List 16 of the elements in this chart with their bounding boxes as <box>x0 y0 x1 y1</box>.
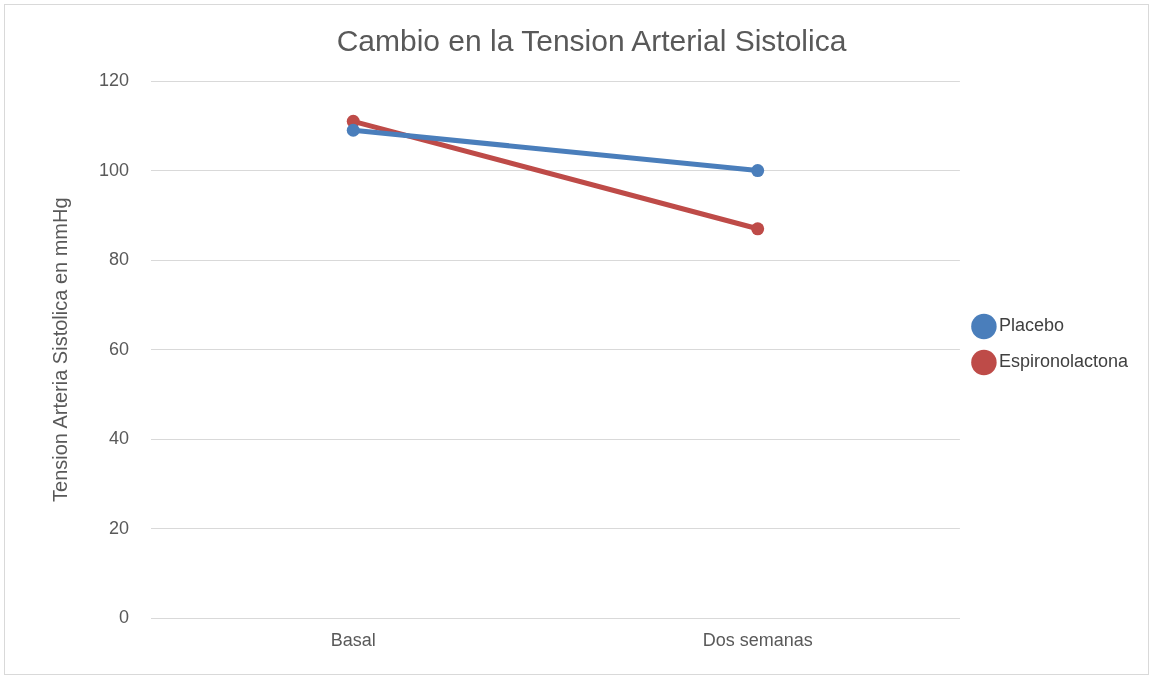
x-tick-label: Dos semanas <box>702 630 813 651</box>
y-tick-label: 120 <box>98 69 130 90</box>
y-tick-label: 80 <box>109 249 130 270</box>
point <box>751 222 765 236</box>
y-tick-label: 100 <box>98 159 130 180</box>
y-tick-label: 20 <box>109 517 130 538</box>
point <box>751 164 765 178</box>
point <box>346 123 360 137</box>
x-tick-label: Basal <box>330 630 376 651</box>
y-axis-title: Tension Arteria Sistolica en mmHg <box>48 197 71 502</box>
y-tick-label: 40 <box>109 428 130 449</box>
legend-label: Espironolactona <box>998 351 1129 372</box>
y-tick-label: 60 <box>109 338 130 359</box>
chart-title: Cambio en la Tension Arterial Sistolica <box>336 24 847 58</box>
y-tick-label: 0 <box>119 607 130 628</box>
legend-label: Placebo <box>998 315 1064 336</box>
